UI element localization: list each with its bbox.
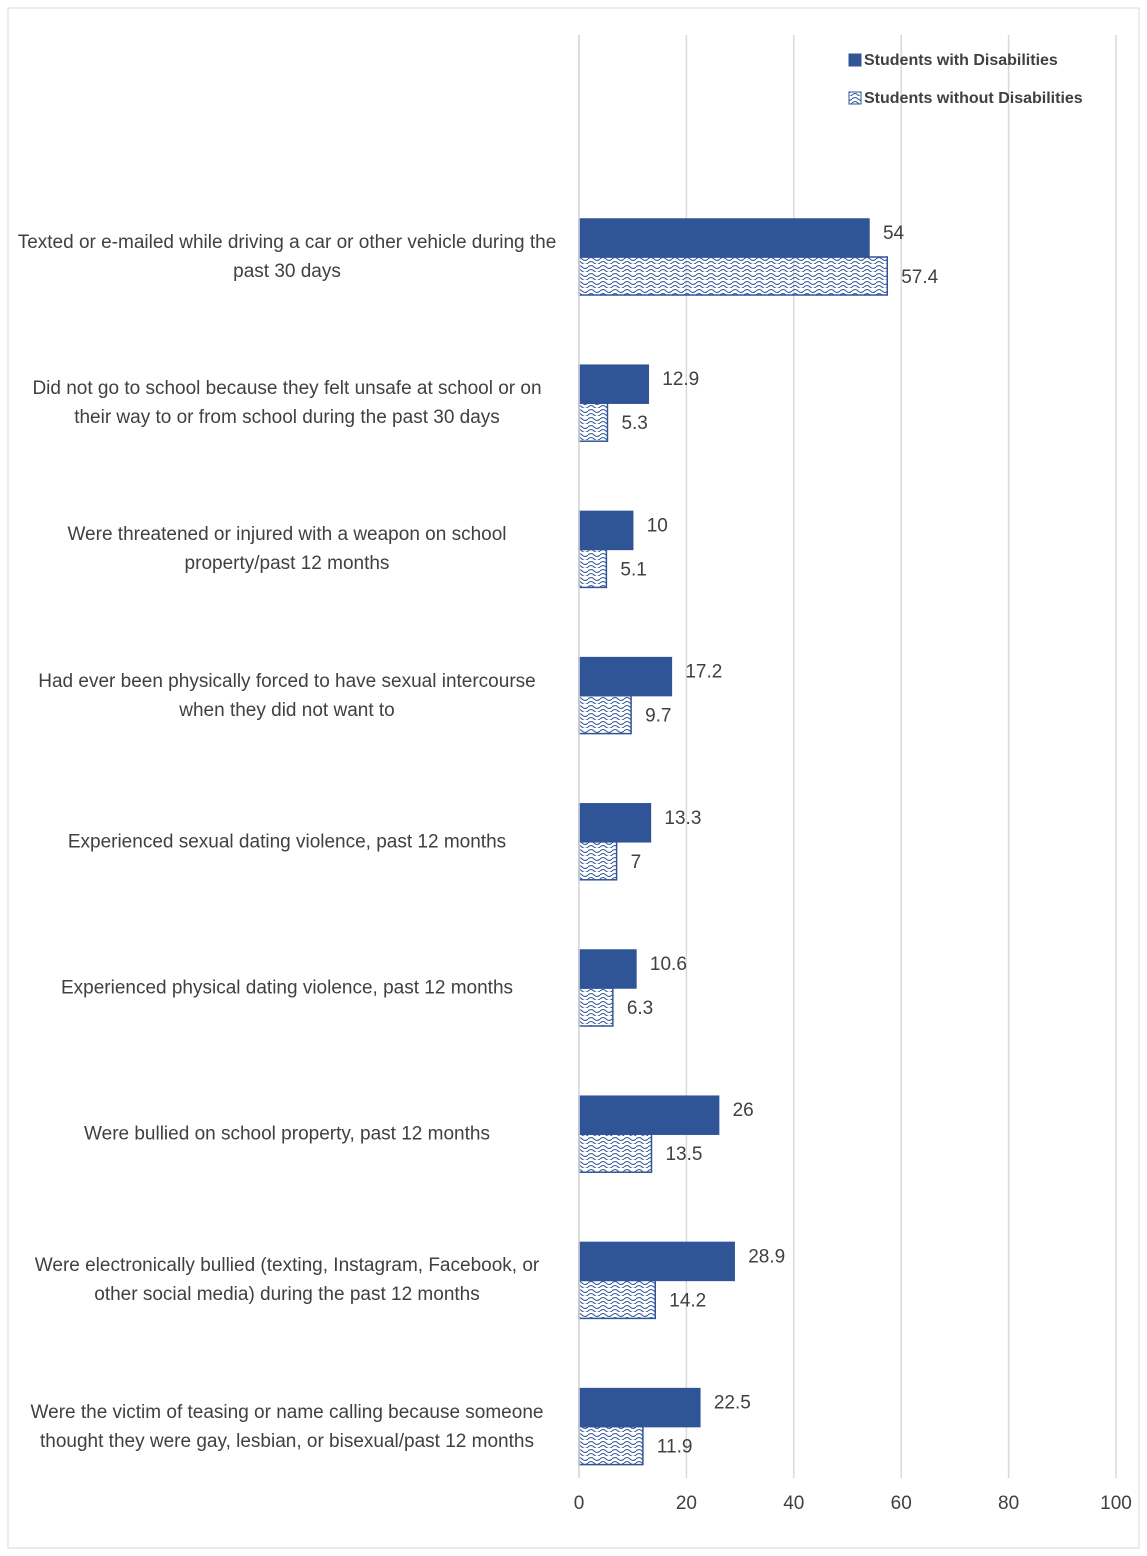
bar xyxy=(578,656,673,697)
bar xyxy=(578,1133,653,1173)
data-label: 14.2 xyxy=(669,1290,706,1311)
bar xyxy=(578,218,870,258)
bar xyxy=(578,548,608,589)
data-label: 54 xyxy=(883,223,905,244)
category-label: Did not go to school because they felt u… xyxy=(32,378,542,429)
category-label: Experienced physical dating violence, pa… xyxy=(60,977,514,999)
category-label: Were the victim of teasing or name calli… xyxy=(30,1401,544,1452)
data-label: 57.4 xyxy=(901,267,938,288)
data-label: 17.2 xyxy=(685,662,722,683)
bar xyxy=(578,510,634,551)
data-label: 13.5 xyxy=(665,1144,702,1165)
x-tick-label: 60 xyxy=(891,1493,912,1514)
legend-label: Students with Disabilities xyxy=(864,52,1058,69)
data-label: 22.5 xyxy=(714,1393,751,1414)
x-tick-label: 20 xyxy=(676,1493,697,1514)
category-label: Experienced sexual dating violence, past… xyxy=(67,831,507,853)
x-tick-label: 80 xyxy=(998,1493,1019,1514)
data-label: 7 xyxy=(631,852,642,873)
bar xyxy=(578,1095,720,1135)
bar xyxy=(578,1425,644,1466)
data-label: 6.3 xyxy=(627,998,653,1019)
x-tick-label: 0 xyxy=(574,1493,585,1514)
data-label: 5.3 xyxy=(621,413,647,434)
bar xyxy=(578,256,888,296)
data-label: 9.7 xyxy=(645,706,671,727)
bar xyxy=(578,987,614,1027)
data-label: 12.9 xyxy=(662,369,699,390)
bar xyxy=(578,1279,657,1320)
bar xyxy=(578,364,650,404)
data-label: 10 xyxy=(647,515,668,536)
bar xyxy=(578,1387,701,1428)
data-label: 11.9 xyxy=(657,1437,693,1458)
legend-swatch xyxy=(848,91,862,105)
bar xyxy=(578,949,637,989)
bar xyxy=(578,1241,735,1282)
data-label: 5.1 xyxy=(620,559,646,580)
bar xyxy=(578,402,609,442)
legend-label: Students without Disabilities xyxy=(864,90,1083,107)
data-label: 28.9 xyxy=(748,1246,785,1267)
legend-swatch xyxy=(848,53,862,67)
data-label: 10.6 xyxy=(650,954,687,975)
bar xyxy=(578,841,618,881)
category-label: Were threatened or injured with a weapon… xyxy=(67,524,507,575)
chart-border xyxy=(7,7,1140,1549)
data-label: 26 xyxy=(733,1100,754,1121)
category-label: Texted or e-mailed while driving a car o… xyxy=(17,232,557,282)
category-label: Were electronically bullied (texting, In… xyxy=(34,1255,540,1306)
category-label: Were bullied on school property, past 12… xyxy=(84,1123,490,1145)
bar xyxy=(578,694,632,735)
x-tick-label: 100 xyxy=(1100,1493,1132,1514)
category-label: Had ever been physically forced to have … xyxy=(38,670,536,721)
x-tick-label: 40 xyxy=(783,1493,804,1514)
bar xyxy=(578,803,652,843)
data-label: 13.3 xyxy=(664,808,701,829)
